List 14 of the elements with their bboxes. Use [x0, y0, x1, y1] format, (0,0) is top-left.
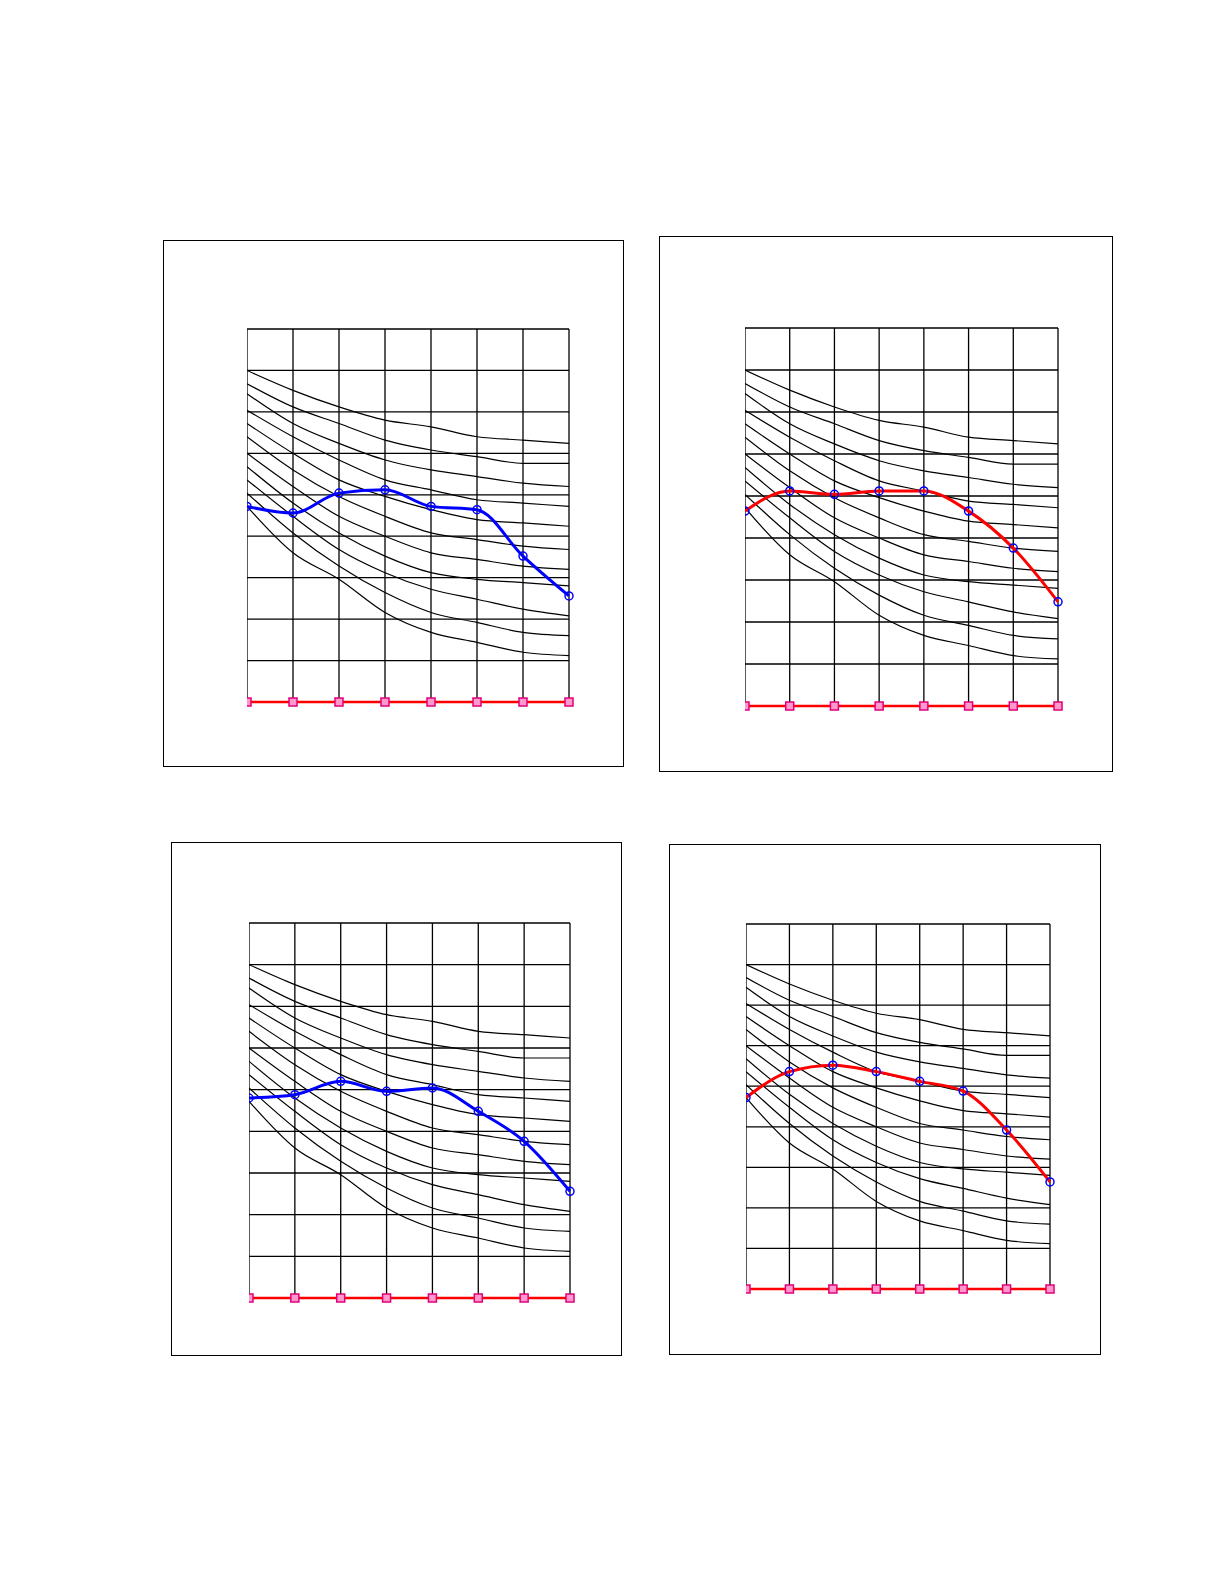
point	[335, 1076, 346, 1087]
point	[565, 1186, 575, 1197]
point	[427, 1083, 438, 1093]
point	[380, 485, 390, 495]
point	[473, 1106, 484, 1117]
point	[334, 488, 344, 498]
point	[381, 1086, 392, 1097]
point	[288, 508, 298, 518]
point	[426, 501, 436, 512]
point	[472, 504, 482, 515]
point	[564, 591, 574, 601]
point	[290, 1089, 300, 1100]
point	[519, 1136, 529, 1147]
point	[518, 551, 528, 561]
